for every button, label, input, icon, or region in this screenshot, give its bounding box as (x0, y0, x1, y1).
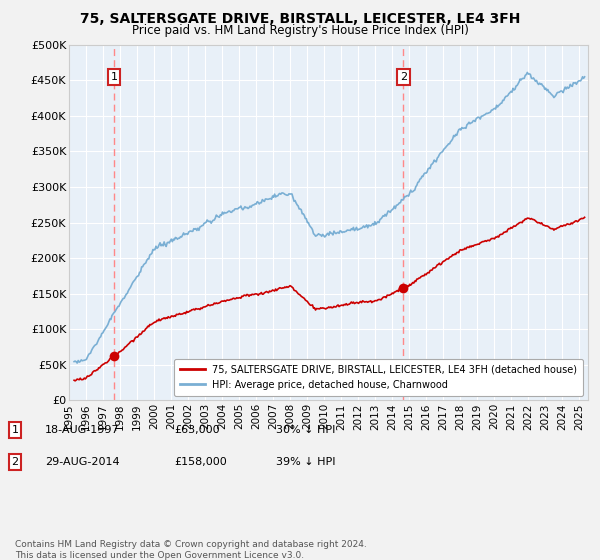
Text: 29-AUG-2014: 29-AUG-2014 (45, 457, 119, 467)
Legend: 75, SALTERSGATE DRIVE, BIRSTALL, LEICESTER, LE4 3FH (detached house), HPI: Avera: 75, SALTERSGATE DRIVE, BIRSTALL, LEICEST… (175, 359, 583, 395)
Text: Contains HM Land Registry data © Crown copyright and database right 2024.
This d: Contains HM Land Registry data © Crown c… (15, 540, 367, 560)
Text: 18-AUG-1997: 18-AUG-1997 (45, 425, 119, 435)
Text: 2: 2 (400, 72, 407, 82)
Text: 2: 2 (11, 457, 19, 467)
Text: 1: 1 (11, 425, 19, 435)
Text: 75, SALTERSGATE DRIVE, BIRSTALL, LEICESTER, LE4 3FH: 75, SALTERSGATE DRIVE, BIRSTALL, LEICEST… (80, 12, 520, 26)
Text: 39% ↓ HPI: 39% ↓ HPI (276, 457, 335, 467)
Text: £63,000: £63,000 (174, 425, 220, 435)
Text: 30% ↓ HPI: 30% ↓ HPI (276, 425, 335, 435)
Text: 1: 1 (110, 72, 118, 82)
Text: £158,000: £158,000 (174, 457, 227, 467)
Text: Price paid vs. HM Land Registry's House Price Index (HPI): Price paid vs. HM Land Registry's House … (131, 24, 469, 36)
